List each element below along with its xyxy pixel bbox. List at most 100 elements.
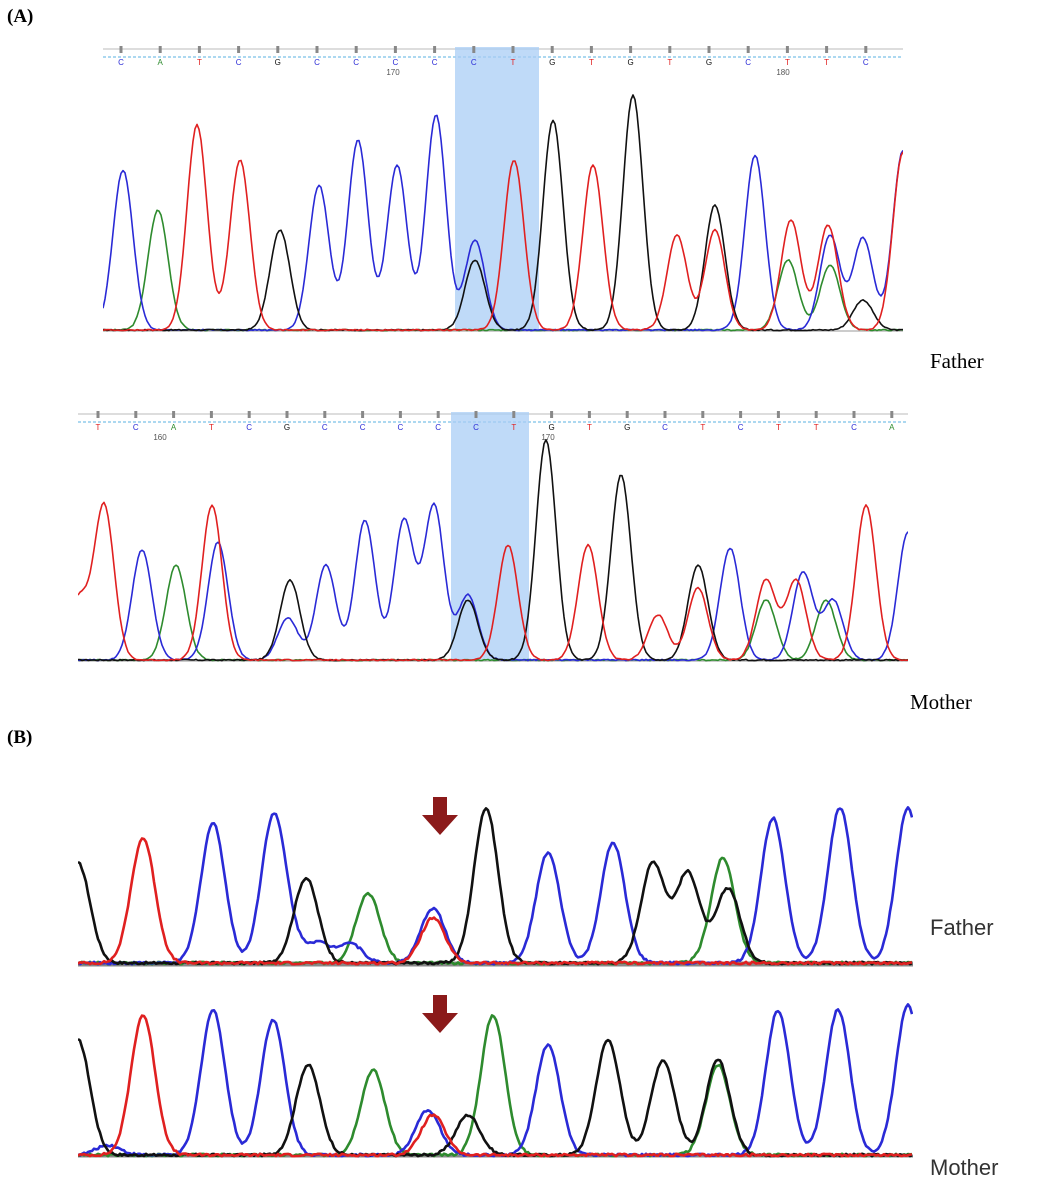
quality-bar <box>739 411 743 418</box>
quality-bar <box>393 46 397 53</box>
father-label-a: Father <box>930 349 984 373</box>
quality-bar <box>433 46 437 53</box>
position-tick: 170 <box>541 433 555 442</box>
base-call: C <box>360 423 366 432</box>
base-call: T <box>511 423 516 432</box>
base-call: T <box>700 423 705 432</box>
base-call: C <box>662 423 668 432</box>
trace-C <box>78 806 913 966</box>
trace-A <box>78 1014 913 1158</box>
mother-label-b: Mother <box>930 1155 999 1180</box>
father-chromatogram-b <box>78 797 913 967</box>
position-tick: 170 <box>386 68 400 77</box>
base-call: C <box>393 58 399 67</box>
quality-bar <box>852 411 856 418</box>
base-call: T <box>814 423 819 432</box>
quality-bar <box>776 411 780 418</box>
base-call: C <box>745 58 751 67</box>
base-call: C <box>246 423 252 432</box>
quality-bar <box>96 411 100 418</box>
quality-bar <box>436 411 440 418</box>
quality-bar <box>474 411 478 418</box>
base-call: G <box>284 423 290 432</box>
base-call: G <box>624 423 630 432</box>
father-label-b: Father <box>930 915 994 940</box>
base-call: G <box>275 58 281 67</box>
quality-bar <box>707 46 711 53</box>
base-call: T <box>785 58 790 67</box>
quality-bar <box>587 411 591 418</box>
trace-C <box>78 1003 913 1158</box>
quality-bar <box>550 46 554 53</box>
base-call: G <box>548 423 554 432</box>
quality-bar <box>472 46 476 53</box>
base-call: C <box>851 423 857 432</box>
quality-bar <box>276 46 280 53</box>
base-call: G <box>706 58 712 67</box>
base-call: C <box>435 423 441 432</box>
quality-bar <box>785 46 789 53</box>
variant-arrow-icon <box>422 995 458 1033</box>
base-call: C <box>322 423 328 432</box>
quality-bar <box>285 411 289 418</box>
quality-bar <box>158 46 162 53</box>
quality-bar <box>701 411 705 418</box>
quality-bar <box>315 46 319 53</box>
base-call: G <box>627 58 633 67</box>
quality-bar <box>864 46 868 53</box>
quality-bar <box>172 411 176 418</box>
quality-bar <box>625 411 629 418</box>
quality-bar <box>746 46 750 53</box>
variant-highlight <box>455 47 539 330</box>
mother-chromatogram-a: T C A T C G C C C C C T G T G C T C T T C A 160 170 <box>78 411 908 662</box>
panel-a-label: (A) <box>7 6 34 27</box>
base-call: T <box>511 58 516 67</box>
quality-bar <box>890 411 894 418</box>
base-call: T <box>96 423 101 432</box>
position-tick: 180 <box>776 68 790 77</box>
base-call: T <box>209 423 214 432</box>
base-call: C <box>473 423 479 432</box>
variant-arrow-icon <box>422 797 458 835</box>
mother-label-a: Mother <box>910 690 972 714</box>
quality-bar <box>197 46 201 53</box>
base-call: C <box>863 58 869 67</box>
base-call: T <box>589 58 594 67</box>
quality-bar <box>119 46 123 53</box>
panel-b-label: (B) <box>7 727 33 748</box>
trace-G <box>78 438 908 662</box>
base-call: A <box>889 423 895 432</box>
base-call: C <box>133 423 139 432</box>
quality-bar <box>209 411 213 418</box>
base-call: C <box>738 423 744 432</box>
base-call: A <box>158 58 164 67</box>
quality-bar <box>663 411 667 418</box>
base-call: T <box>667 58 672 67</box>
quality-bar <box>589 46 593 53</box>
quality-bar <box>247 411 251 418</box>
trace-T <box>103 123 903 332</box>
quality-bar <box>825 46 829 53</box>
quality-bar <box>134 411 138 418</box>
quality-bar <box>361 411 365 418</box>
base-call: T <box>197 58 202 67</box>
variant-highlight <box>451 412 529 660</box>
base-call: C <box>314 58 320 67</box>
base-call: C <box>353 58 359 67</box>
base-call: T <box>776 423 781 432</box>
quality-bar <box>237 46 241 53</box>
base-call: C <box>471 58 477 67</box>
base-call: T <box>587 423 592 432</box>
quality-bar <box>511 46 515 53</box>
base-call: C <box>118 58 124 67</box>
mother-chromatogram-b <box>78 995 913 1158</box>
base-call: A <box>171 423 177 432</box>
quality-bar <box>814 411 818 418</box>
base-call: C <box>432 58 438 67</box>
quality-bar <box>354 46 358 53</box>
trace-T <box>78 1014 913 1158</box>
position-tick: 160 <box>153 433 167 442</box>
base-call: T <box>824 58 829 67</box>
quality-bar <box>550 411 554 418</box>
